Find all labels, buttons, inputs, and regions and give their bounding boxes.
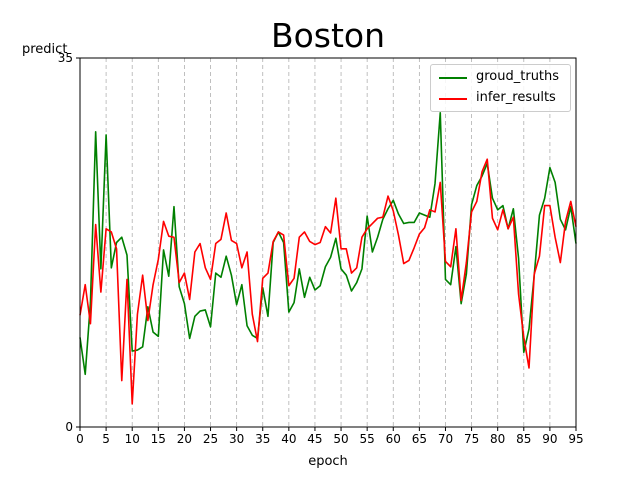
- plot-frame: [79, 57, 577, 428]
- x-tick-label: 85: [516, 432, 531, 446]
- x-tick-label: 40: [281, 432, 296, 446]
- x-tick-label: 30: [229, 432, 244, 446]
- x-tick-label: 25: [203, 432, 218, 446]
- legend: groud_truths infer_results: [430, 64, 571, 112]
- x-tick-label: 50: [333, 432, 348, 446]
- y-tick-label: 0: [65, 420, 73, 434]
- y-axis-label: predict: [22, 42, 68, 57]
- x-tick-label: 15: [151, 432, 166, 446]
- legend-label-infer-results: infer_results: [476, 90, 556, 105]
- x-tick-label: 65: [412, 432, 427, 446]
- legend-swatch-infer-results: [439, 98, 467, 100]
- series-line-infer-results: [79, 158, 577, 405]
- x-tick-label: 5: [102, 432, 110, 446]
- x-axis: 0 5 10 15 20 25 30 35 40 45 50 55 60 65 70 75 80 85 90 95: [76, 427, 584, 446]
- series-layer: [79, 112, 577, 405]
- legend-label-groud-truths: groud_truths: [476, 69, 560, 84]
- x-tick-label: 60: [386, 432, 401, 446]
- chart-title: Boston: [270, 16, 386, 55]
- x-tick-label: 10: [125, 432, 140, 446]
- y-axis: 0 35: [58, 51, 80, 434]
- x-tick-label: 80: [490, 432, 505, 446]
- y-tick-label: 35: [58, 51, 73, 65]
- x-tick-label: 20: [177, 432, 192, 446]
- x-tick-label: 55: [360, 432, 375, 446]
- x-tick-label: 35: [255, 432, 270, 446]
- x-tick-label: 75: [464, 432, 479, 446]
- legend-swatch-groud-truths: [439, 77, 467, 79]
- x-tick-label: 70: [438, 432, 453, 446]
- x-tick-label: 90: [542, 432, 557, 446]
- grid: [105, 58, 551, 427]
- x-tick-label: 45: [307, 432, 322, 446]
- x-tick-label: 0: [76, 432, 84, 446]
- x-tick-label: 95: [568, 432, 583, 446]
- series-line-groud-truths: [79, 112, 577, 376]
- x-axis-label: epoch: [308, 454, 348, 469]
